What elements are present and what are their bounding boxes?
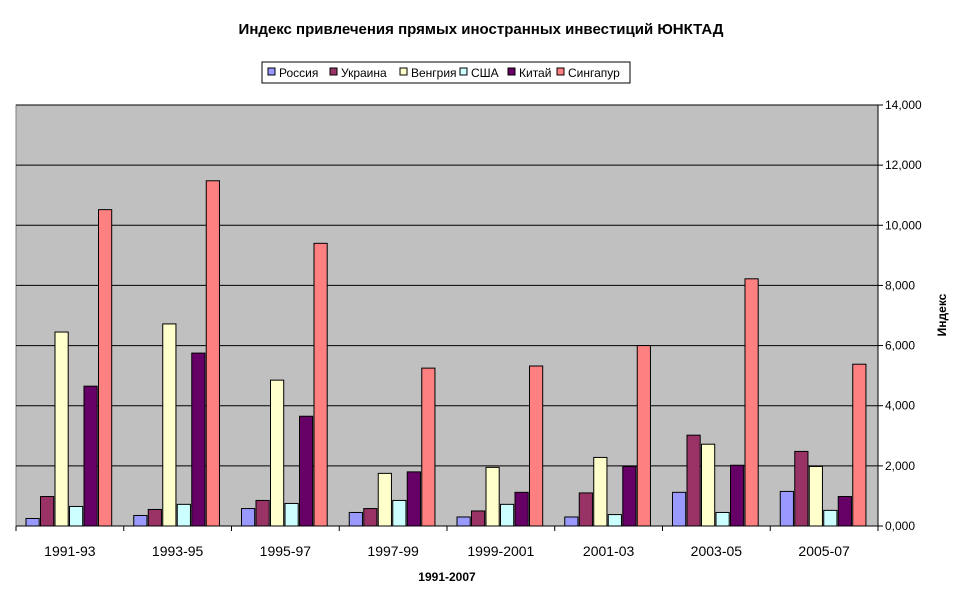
- legend-label: Украина: [341, 66, 387, 80]
- bars: [25, 180, 867, 527]
- bar: [730, 464, 745, 527]
- legend-swatch: [459, 67, 468, 76]
- bar: [701, 443, 716, 527]
- bar: [686, 434, 701, 527]
- bar: [794, 450, 809, 527]
- legend-box: [261, 61, 631, 84]
- bar: [348, 511, 363, 527]
- bar: [578, 492, 593, 527]
- x-tick-label: 1993-95: [152, 543, 204, 559]
- bar: [299, 415, 314, 527]
- x-tick-label: 1999-2001: [467, 543, 534, 559]
- bar: [607, 514, 622, 527]
- legend-swatch: [507, 67, 516, 76]
- y-tick-label: 2,000: [885, 459, 915, 473]
- bar: [672, 491, 687, 527]
- bar: [636, 345, 651, 527]
- bar: [485, 466, 500, 527]
- y-tick-label: 12,000: [885, 158, 922, 172]
- bar: [313, 242, 328, 527]
- legend-label: США: [471, 66, 499, 80]
- x-tick-label: 1991-93: [44, 543, 96, 559]
- bar: [406, 471, 421, 527]
- x-axis-label: 1991-2007: [418, 570, 476, 584]
- bar: [162, 323, 177, 527]
- bar: [133, 514, 148, 527]
- bar: [176, 503, 191, 527]
- bar: [456, 516, 471, 527]
- y-tick-label: 0,000: [885, 519, 915, 533]
- y-axis: 0,000 2,000 4,000 6,000 8,000 10,000 12,000 14,…: [877, 98, 922, 533]
- y-tick-label: 10,000: [885, 218, 922, 232]
- bar: [191, 352, 206, 527]
- bar: [715, 511, 730, 527]
- bar: [779, 490, 794, 527]
- bar: [564, 516, 579, 527]
- bar: [147, 508, 162, 527]
- bar: [744, 278, 759, 527]
- legend-items: Россия Украина Венгрия США Китай Сингапур: [267, 66, 620, 80]
- plot-area: [15, 104, 879, 527]
- bar: [421, 367, 436, 527]
- legend-swatch: [329, 67, 338, 76]
- legend: Россия Украина Венгрия США Китай Сингапур: [261, 61, 631, 84]
- bar: [808, 465, 823, 527]
- bar: [622, 465, 637, 527]
- y-tick-label: 4,000: [885, 399, 915, 413]
- bar: [205, 180, 220, 527]
- bar: [98, 209, 113, 527]
- bar: [54, 331, 69, 527]
- bar: [284, 502, 299, 527]
- legend-swatch: [267, 67, 276, 76]
- legend-swatch: [556, 67, 565, 76]
- legend-label: Россия: [279, 66, 318, 80]
- bar: [529, 365, 544, 527]
- y-tick-label: 14,000: [885, 98, 922, 112]
- bar: [241, 508, 256, 527]
- bar: [471, 510, 486, 527]
- x-axis: 1991-93 1993-95 1995-97 1997-99 1999-2001 200…: [15, 525, 879, 559]
- legend-swatch: [399, 67, 408, 76]
- bar: [514, 491, 529, 527]
- bar: [837, 496, 852, 527]
- legend-label: Китай: [519, 66, 551, 80]
- legend-label: Сингапур: [568, 66, 620, 80]
- x-tick-label: 1997-99: [367, 543, 419, 559]
- bar: [823, 509, 838, 527]
- bar: [69, 505, 84, 527]
- bar: [270, 379, 285, 527]
- bar: [255, 499, 270, 527]
- legend-label: Венгрия: [411, 66, 457, 80]
- bar: [363, 508, 378, 527]
- x-tick-label: 1995-97: [260, 543, 312, 559]
- bar: [593, 456, 608, 527]
- bar: [392, 499, 407, 527]
- x-tick-label: 2001-03: [583, 543, 635, 559]
- y-axis-label: Индекс: [935, 293, 949, 336]
- chart-title: Индекс привлечения прямых иностранных ин…: [239, 21, 724, 38]
- bar: [40, 496, 55, 527]
- bar: [83, 385, 98, 527]
- bar: [852, 363, 867, 527]
- x-tick-label: 2005-07: [798, 543, 850, 559]
- y-tick-label: 6,000: [885, 339, 915, 353]
- gridlines: [16, 104, 878, 467]
- y-tick-label: 8,000: [885, 278, 915, 292]
- bar: [377, 472, 392, 527]
- x-tick-label: 2003-05: [691, 543, 743, 559]
- bar: [25, 517, 40, 527]
- bar: [500, 503, 515, 527]
